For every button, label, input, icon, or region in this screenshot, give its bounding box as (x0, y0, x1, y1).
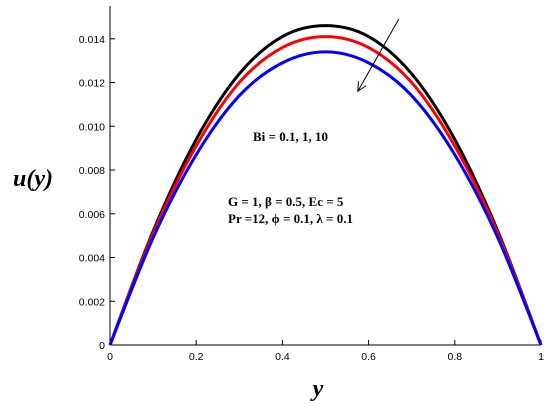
arrow-head (357, 81, 367, 93)
params-annotation-line1: G = 1, β = 0.5, Ec = 5 (228, 194, 344, 209)
y-tick-label: 0.014 (79, 34, 105, 46)
bi-annotation: Bi = 0.1, 1, 10 (253, 129, 328, 144)
y-tick-label: 0.010 (79, 121, 105, 133)
x-tick-label: 0.6 (361, 351, 376, 363)
x-ticks: 0 0.2 0.4 0.6 0.8 1 (107, 340, 544, 363)
y-tick-label: 0 (99, 340, 105, 352)
series-line-1 (108, 24, 543, 346)
x-tick-label: 0.8 (447, 351, 462, 363)
trend-arrow (357, 18, 400, 93)
y-tick-label: 0.004 (79, 253, 105, 265)
series-line-3 (108, 50, 543, 346)
x-tick-label: 0 (107, 351, 113, 363)
x-tick-label: 0.2 (189, 351, 204, 363)
x-tick-label: 0.4 (275, 351, 290, 363)
y-tick-label: 0.012 (79, 78, 105, 90)
y-tick-label: 0.006 (79, 209, 105, 221)
series-line-2 (108, 35, 543, 346)
x-tick-label: 1 (538, 351, 544, 363)
params-annotation-line2: Pr =12, ϕ = 0.1, λ = 0.1 (228, 211, 353, 226)
series-group (108, 24, 543, 346)
arrow-shaft (357, 18, 400, 92)
y-tick-label: 0.002 (79, 296, 105, 308)
y-tick-label: 0.008 (79, 165, 105, 177)
y-ticks: 0 0.002 0.004 0.006 0.008 0.010 0.012 0.014 (79, 34, 115, 352)
y-axis-title: u(y) (13, 166, 53, 192)
x-axis-title: y (310, 376, 324, 402)
plot-frame (109, 6, 541, 346)
